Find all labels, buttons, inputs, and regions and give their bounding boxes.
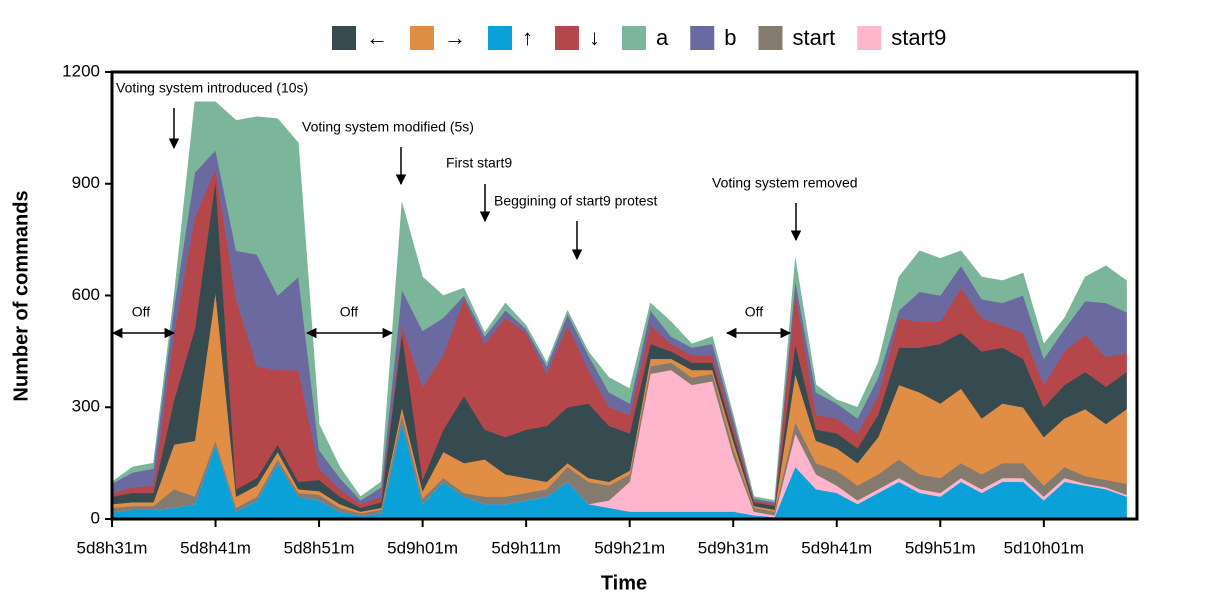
- legend-label: b: [724, 25, 736, 50]
- annotation: First start9: [446, 155, 512, 171]
- annotation: Voting system introduced (10s): [116, 80, 308, 96]
- legend-label: →: [444, 25, 466, 50]
- legend-swatch: [488, 26, 512, 50]
- x-tick-label: 5d9h11m: [491, 538, 561, 557]
- legend-swatch: [622, 26, 646, 50]
- x-tick-label: 5d9h31m: [698, 538, 769, 557]
- annotation: Off: [340, 304, 359, 320]
- legend-swatch: [555, 26, 579, 50]
- y-tick-label: 900: [72, 173, 100, 192]
- x-axis-title: Time: [601, 572, 647, 594]
- legend-swatch: [332, 26, 356, 50]
- x-tick-label: 5d9h41m: [801, 538, 872, 557]
- legend-swatch: [410, 26, 434, 50]
- annotation: Voting system modified (5s): [302, 119, 474, 135]
- legend-label: start: [793, 25, 836, 50]
- legend-label: ↓: [589, 25, 600, 50]
- legend-label: ←: [366, 25, 388, 50]
- y-axis-title: Number of commands: [10, 190, 32, 401]
- x-tick-label: 5d8h41m: [180, 538, 251, 557]
- x-tick-label: 5d9h51m: [905, 538, 976, 557]
- x-tick-label: 5d10h01m: [1004, 538, 1084, 557]
- x-tick-label: 5d8h51m: [284, 538, 355, 557]
- legend-label: start9: [891, 25, 946, 50]
- y-tick-label: 300: [72, 397, 100, 416]
- annotation: Beggining of start9 protest: [494, 193, 658, 209]
- annotation: Off: [132, 304, 151, 320]
- legend-label: a: [656, 25, 669, 50]
- y-tick-label: 1200: [62, 61, 100, 80]
- x-tick-label: 5d8h31m: [77, 538, 148, 557]
- area: [111, 101, 1127, 503]
- legend-swatch: [758, 26, 783, 50]
- legend-label: ↑: [522, 25, 533, 50]
- x-tick-label: 5d9h01m: [387, 538, 458, 557]
- y-tick-label: 0: [91, 508, 100, 527]
- annotation: Off: [745, 304, 764, 320]
- legend-swatch: [690, 26, 715, 50]
- legend-swatch: [857, 26, 882, 50]
- annotation: Voting system removed: [712, 175, 858, 191]
- x-tick-label: 5d9h21m: [594, 538, 665, 557]
- y-tick-label: 600: [72, 285, 100, 304]
